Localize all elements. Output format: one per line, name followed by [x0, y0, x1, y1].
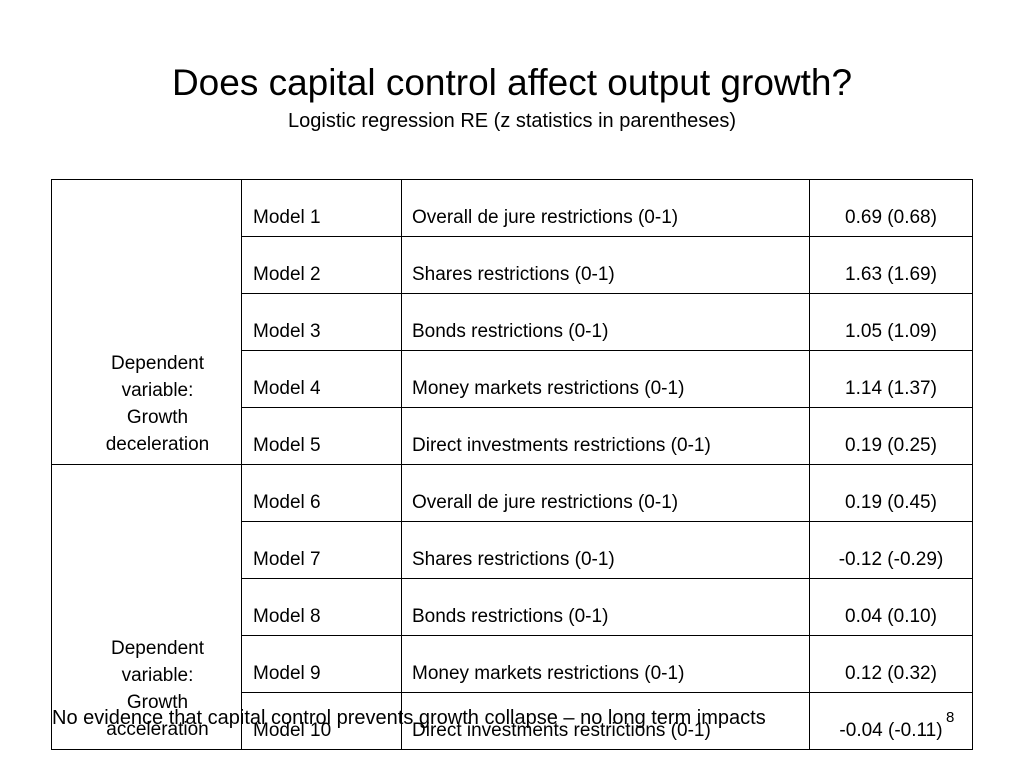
slide-title: Does capital control affect output growt…	[171, 62, 853, 103]
coefficient-cell: 1.14 (1.37)	[809, 350, 973, 408]
group-label-deceleration: Dependent variable: Growth deceleration	[51, 179, 242, 465]
coefficient-cell: 0.69 (0.68)	[809, 179, 973, 237]
variable-cell: Shares restrictions (0-1)	[401, 236, 810, 294]
slide-subtitle: Logistic regression RE (z statistics in …	[288, 110, 736, 132]
model-cell: Model 3	[241, 293, 402, 351]
table-row: Model 4 Money markets restrictions (0-1)…	[52, 350, 973, 408]
coefficient-cell: 0.19 (0.25)	[809, 407, 973, 465]
coefficient-cell: 0.12 (0.32)	[809, 635, 973, 693]
group-label-line: Growth	[126, 407, 189, 428]
coefficient-cell: 1.05 (1.09)	[809, 293, 973, 351]
model-cell: Model 1	[241, 179, 402, 237]
variable-cell: Overall de jure restrictions (0-1)	[401, 464, 810, 522]
group-label-line: variable:	[121, 665, 194, 686]
regression-results-table: Dependent variable: Growth deceleration …	[51, 179, 973, 750]
coefficient-cell: 1.63 (1.69)	[809, 236, 973, 294]
group-label-acceleration: Dependent variable: Growth acceleration	[51, 464, 242, 750]
group-label-line: deceleration	[105, 434, 210, 455]
group-label-line: Growth	[126, 692, 189, 713]
variable-cell: Bonds restrictions (0-1)	[401, 293, 810, 351]
coefficient-cell: -0.04 (-0.11)	[809, 692, 973, 750]
table-row: Model 2 Shares restrictions (0-1) 1.63 (…	[52, 236, 973, 294]
variable-cell: Direct investments restrictions (0-1)	[401, 407, 810, 465]
table-row: Model 8 Bonds restrictions (0-1) 0.04 (0…	[52, 578, 973, 636]
variable-cell: Overall de jure restrictions (0-1)	[401, 179, 810, 237]
variable-cell: Shares restrictions (0-1)	[401, 521, 810, 579]
model-cell: Model 9	[241, 635, 402, 693]
model-cell: Model 10	[241, 692, 402, 750]
group-label-line: Dependent	[111, 638, 204, 659]
variable-cell: Money markets restrictions (0-1)	[401, 635, 810, 693]
coefficient-cell: -0.12 (-0.29)	[809, 521, 973, 579]
table-row: Model 10 Direct investments restrictions…	[52, 692, 973, 750]
slide-number: 8	[946, 709, 955, 726]
model-cell: Model 5	[241, 407, 402, 465]
group-label-line: Dependent	[111, 353, 204, 374]
model-cell: Model 4	[241, 350, 402, 408]
table-row: Dependent variable: Growth deceleration …	[51, 179, 973, 465]
group-label-line: acceleration	[106, 719, 209, 740]
variable-cell: Bonds restrictions (0-1)	[401, 578, 810, 636]
model-cell: Model 7	[241, 521, 402, 579]
group-label-line: variable:	[121, 380, 194, 401]
table-row: Model 3 Bonds restrictions (0-1) 1.05 (1…	[52, 293, 973, 351]
table-row: Model 7 Shares restrictions (0-1) -0.12 …	[52, 521, 973, 579]
coefficient-cell: 0.19 (0.45)	[809, 464, 973, 522]
table-row: Model 9 Money markets restrictions (0-1)…	[52, 635, 973, 693]
footer-note: No evidence that capital control prevent…	[52, 707, 766, 729]
coefficient-cell: 0.04 (0.10)	[809, 578, 973, 636]
model-cell: Model 2	[241, 236, 402, 294]
model-cell: Model 8	[241, 578, 402, 636]
model-cell: Model 6	[241, 464, 402, 522]
table-row: Dependent variable: Growth acceleration …	[51, 464, 973, 750]
variable-cell: Money markets restrictions (0-1)	[401, 350, 810, 408]
table-row: Model 5 Direct investments restrictions …	[52, 407, 973, 465]
